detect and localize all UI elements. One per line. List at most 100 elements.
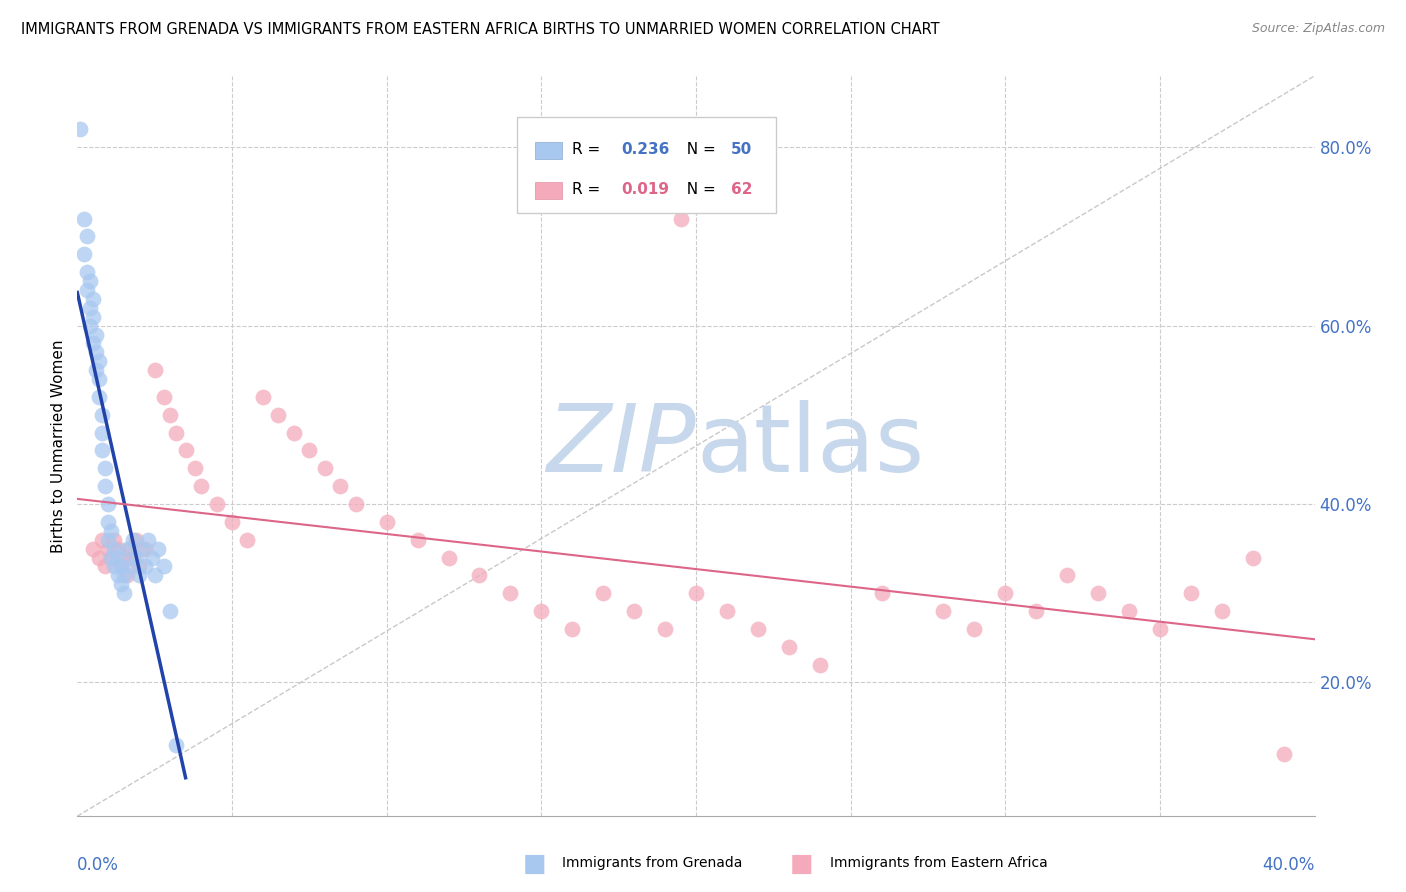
Point: [134, 541, 156, 556]
Point: [87, 550, 110, 565]
Point: [110, 559, 132, 574]
Point: [79, 318, 101, 333]
Point: [236, 533, 259, 547]
Point: [138, 533, 160, 547]
Point: [91, 533, 114, 547]
Text: 0.0%: 0.0%: [77, 856, 120, 874]
Point: [76, 283, 98, 297]
Point: [165, 738, 187, 752]
Point: [110, 559, 132, 574]
Point: [72, 211, 94, 226]
Point: [103, 559, 125, 574]
Point: [97, 515, 120, 529]
Point: [159, 604, 181, 618]
Text: atlas: atlas: [696, 400, 924, 492]
Point: [314, 461, 336, 475]
Point: [221, 515, 243, 529]
Point: [1118, 604, 1140, 618]
Point: [97, 541, 120, 556]
Point: [76, 229, 98, 244]
FancyBboxPatch shape: [516, 117, 776, 213]
Text: N =: N =: [678, 182, 721, 197]
Point: [205, 497, 228, 511]
Point: [375, 515, 398, 529]
Text: R =: R =: [572, 142, 606, 157]
Point: [190, 479, 212, 493]
Point: [1272, 747, 1295, 761]
Point: [82, 336, 104, 351]
Point: [69, 122, 91, 136]
Point: [100, 550, 122, 565]
Point: [84, 327, 107, 342]
Point: [107, 550, 129, 565]
Point: [107, 568, 129, 582]
Point: [1211, 604, 1233, 618]
Point: [778, 640, 800, 654]
Point: [131, 541, 153, 556]
Point: [94, 559, 117, 574]
Point: [84, 363, 107, 377]
Point: [103, 533, 125, 547]
Point: [1180, 586, 1202, 600]
Text: IMMIGRANTS FROM GRENADA VS IMMIGRANTS FROM EASTERN AFRICA BIRTHS TO UNMARRIED WO: IMMIGRANTS FROM GRENADA VS IMMIGRANTS FR…: [21, 22, 939, 37]
Point: [100, 524, 122, 538]
Point: [87, 390, 110, 404]
Point: [716, 604, 738, 618]
Point: [1025, 604, 1047, 618]
Point: [406, 533, 429, 547]
Point: [79, 274, 101, 288]
Point: [298, 443, 321, 458]
Point: [112, 550, 135, 565]
Point: [344, 497, 367, 511]
Point: [97, 533, 120, 547]
Point: [808, 657, 831, 672]
Point: [165, 425, 187, 440]
Text: ZIP: ZIP: [547, 401, 696, 491]
Point: [143, 568, 166, 582]
Point: [122, 533, 145, 547]
Point: [267, 408, 290, 422]
Point: [128, 568, 150, 582]
Point: [91, 425, 114, 440]
Text: N =: N =: [678, 142, 721, 157]
Point: [184, 461, 207, 475]
Point: [153, 559, 176, 574]
Point: [932, 604, 955, 618]
Text: R =: R =: [572, 182, 606, 197]
Point: [103, 541, 125, 556]
Text: Immigrants from Grenada: Immigrants from Grenada: [562, 856, 742, 871]
Point: [499, 586, 522, 600]
Point: [82, 541, 104, 556]
Point: [1087, 586, 1109, 600]
Point: [79, 301, 101, 315]
Point: [94, 461, 117, 475]
Point: [146, 541, 169, 556]
Point: [963, 622, 986, 636]
Point: [994, 586, 1017, 600]
Point: [669, 211, 692, 226]
Point: [87, 372, 110, 386]
Text: ■: ■: [523, 852, 546, 875]
Point: [84, 345, 107, 359]
Point: [623, 604, 645, 618]
Point: [94, 479, 117, 493]
FancyBboxPatch shape: [536, 142, 562, 160]
Point: [283, 425, 305, 440]
Point: [100, 550, 122, 565]
Point: [112, 568, 135, 582]
Point: [747, 622, 769, 636]
Point: [329, 479, 352, 493]
Point: [82, 292, 104, 306]
Point: [87, 354, 110, 368]
Point: [112, 586, 135, 600]
Text: Immigrants from Eastern Africa: Immigrants from Eastern Africa: [830, 856, 1047, 871]
Text: 50: 50: [731, 142, 752, 157]
Point: [76, 265, 98, 279]
Point: [437, 550, 460, 565]
Point: [118, 541, 141, 556]
Point: [654, 622, 676, 636]
Point: [159, 408, 181, 422]
Point: [1149, 622, 1171, 636]
Point: [82, 310, 104, 324]
Point: [143, 363, 166, 377]
